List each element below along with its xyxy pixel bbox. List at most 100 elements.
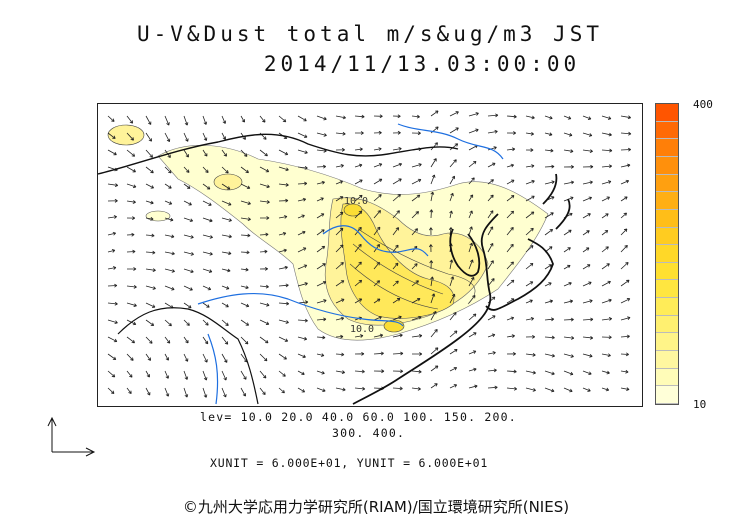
wind-arrow: [183, 132, 189, 142]
wind-arrow: [202, 200, 212, 206]
wind-arrow: [316, 115, 327, 121]
wind-arrow: [164, 132, 171, 143]
river-yangtze: [197, 292, 404, 327]
dust-concentration-fill: [107, 124, 549, 341]
wind-arrow: [506, 351, 516, 356]
wind-arrow: [335, 131, 346, 136]
wind-arrow: [183, 183, 191, 189]
vector-unit-text: XUNIT = 6.000E+01, YUNIT = 6.000E+01: [210, 456, 489, 470]
wind-arrow: [240, 267, 249, 272]
wind-arrow: [354, 163, 363, 168]
wind-arrow: [563, 180, 575, 185]
wind-arrow: [126, 267, 137, 271]
wind-arrow: [620, 147, 631, 152]
wind-arrow: [582, 180, 593, 185]
wind-arrow: [620, 196, 628, 202]
wind-arrow: [221, 387, 227, 398]
wind-arrow: [449, 159, 457, 168]
wind-arrow: [411, 386, 421, 391]
wind-arrow: [240, 183, 251, 190]
wind-arrow: [335, 227, 344, 236]
wind-arrow: [601, 246, 609, 253]
wind-arrow: [411, 194, 421, 202]
wind-arrow: [145, 285, 156, 290]
wind-arrow: [373, 226, 381, 236]
wind-arrow: [373, 351, 384, 356]
wind-arrow: [259, 232, 269, 237]
wind-arrow: [525, 353, 536, 357]
wind-arrow: [506, 386, 518, 391]
wind-arrow: [449, 293, 456, 304]
wind-arrow: [316, 370, 325, 375]
wind-arrow: [430, 310, 437, 321]
wind-arrow: [145, 216, 154, 221]
wind-arrow: [335, 244, 344, 253]
wind-arrow: [202, 251, 213, 256]
wind-arrow: [221, 336, 229, 345]
wind-arrow: [278, 115, 287, 123]
wind-arrow: [183, 370, 189, 380]
wind-arrow: [145, 387, 151, 396]
wind-arrow: [335, 387, 346, 392]
wind-arrow: [259, 336, 269, 344]
wind-arrow: [354, 351, 365, 356]
wind-arrow: [183, 302, 192, 309]
wind-arrow: [107, 149, 117, 156]
wind-arrow: [335, 115, 346, 120]
wind-arrow: [107, 283, 118, 288]
wind-arrow: [563, 164, 574, 169]
wind-arrow: [392, 210, 400, 219]
wind-arrow: [487, 260, 494, 270]
wind-arrow: [525, 370, 536, 375]
wind-arrow: [183, 387, 189, 398]
wind-arrow: [145, 302, 156, 308]
wind-vector-field: [107, 110, 632, 398]
wind-arrow: [221, 149, 227, 157]
wind-arrow: [183, 285, 193, 291]
wind-arrow: [582, 149, 593, 153]
dust-wind-map: 10.0 10.0: [97, 103, 643, 407]
colorbar-band: [656, 333, 678, 352]
wind-arrow: [582, 164, 594, 169]
wind-arrow: [544, 132, 553, 137]
wind-arrow: [392, 351, 404, 356]
wind-arrow: [487, 129, 498, 134]
wind-arrow: [449, 330, 458, 338]
river-yellow: [322, 225, 429, 257]
wind-arrow: [335, 147, 345, 152]
wind-arrow: [335, 211, 344, 219]
wind-arrow: [487, 226, 494, 236]
wind-arrow: [107, 249, 116, 253]
wind-arrow: [126, 149, 136, 157]
wind-arrow: [354, 210, 363, 219]
wind-arrow: [278, 149, 289, 156]
wind-arrow: [164, 166, 172, 174]
colorbar-band: [656, 245, 678, 263]
wind-arrow: [107, 215, 117, 219]
wind-arrow: [563, 149, 574, 153]
wind-arrow: [544, 370, 555, 376]
wind-arrow: [278, 215, 288, 219]
wind-arrow: [373, 298, 381, 304]
wind-arrow: [620, 179, 630, 185]
wind-arrow: [183, 234, 194, 239]
wind-arrow: [373, 333, 384, 338]
wind-arrow: [429, 227, 433, 236]
wind-arrow: [392, 262, 399, 270]
wind-arrow: [221, 183, 231, 190]
wind-arrow: [506, 114, 517, 119]
wind-arrow: [468, 367, 477, 372]
wind-arrow: [202, 234, 213, 239]
wind-arrow: [620, 212, 628, 219]
wind-arrow: [202, 132, 208, 141]
wind-arrow: [449, 259, 454, 270]
copyright-credit: ©九州大学応用力学研究所(RIAM)/国立環境研究所(NIES): [182, 498, 570, 516]
wind-arrow: [126, 115, 134, 124]
wind-arrow: [487, 368, 497, 373]
wind-arrow: [601, 148, 613, 153]
wind-arrow: [601, 317, 613, 321]
wind-arrow: [373, 315, 382, 321]
wind-arrow: [506, 226, 514, 236]
wind-arrow: [126, 132, 134, 141]
wind-arrow: [373, 178, 383, 185]
